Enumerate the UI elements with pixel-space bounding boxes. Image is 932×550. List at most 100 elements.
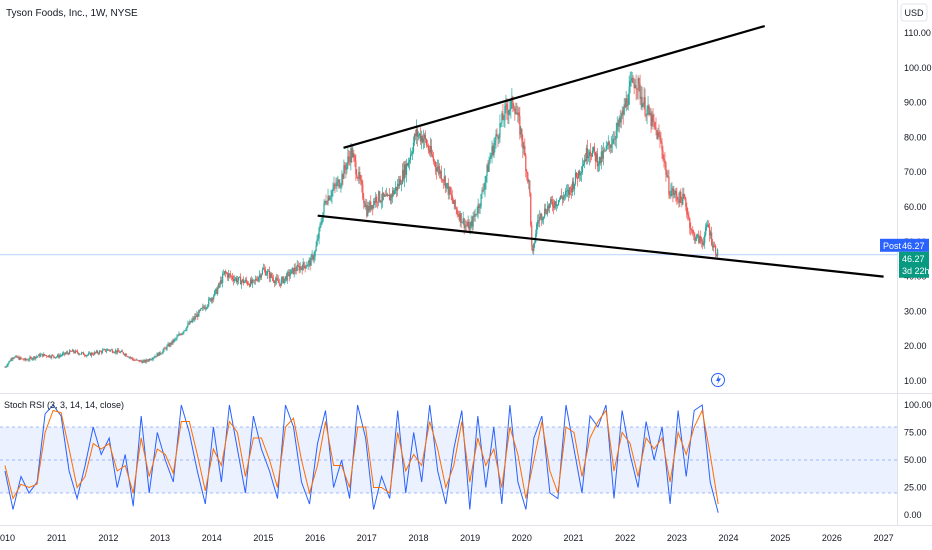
candle-body (599, 156, 601, 164)
candle-body (621, 110, 623, 117)
candle-body (598, 156, 600, 165)
candle-body (262, 268, 265, 270)
candle-body (473, 215, 475, 217)
candle-body (142, 361, 144, 363)
candle-body (329, 197, 331, 201)
candle-body (271, 277, 273, 279)
currency-button[interactable]: USD (900, 3, 928, 22)
candle-body (319, 224, 321, 228)
candle-body (284, 276, 286, 279)
trendlines-group[interactable] (317, 24, 884, 278)
candle-body (512, 96, 514, 108)
candle-body (380, 201, 382, 203)
candle-body (61, 355, 63, 356)
candle-body (48, 355, 50, 357)
candle-body (165, 348, 167, 350)
candle-body (629, 80, 631, 87)
candle-body (492, 146, 494, 155)
stoch-rsi-k-line (4, 404, 719, 513)
candle-body (247, 284, 250, 285)
candle-body (686, 206, 688, 215)
candle-body (641, 96, 643, 107)
candle-body (53, 355, 55, 357)
candle-body (377, 201, 379, 203)
candle-body (494, 140, 496, 146)
candle-body (89, 352, 92, 356)
candle-body (249, 279, 252, 287)
candle-body (553, 206, 555, 208)
candle-body (63, 352, 65, 354)
candle-body (586, 147, 589, 159)
candle-body (171, 340, 173, 345)
candle-body (570, 188, 573, 193)
candle-body (403, 164, 406, 180)
candle-body (88, 352, 91, 354)
candle-body (241, 279, 244, 282)
candle-body (129, 357, 131, 358)
candle-body (470, 221, 472, 226)
time-tick-label: 2016 (305, 533, 325, 543)
candle-body (97, 353, 100, 354)
candle-body (147, 360, 149, 362)
candle-body (177, 335, 179, 337)
candle-body (469, 225, 471, 231)
candle-body (315, 245, 317, 252)
price-tick-label: 60.00 (904, 202, 927, 212)
candle-body (560, 195, 563, 198)
candle-body (389, 195, 391, 201)
candle-body (634, 85, 636, 88)
candle-body (426, 145, 429, 146)
candle-body (692, 230, 694, 234)
candle-body (716, 253, 718, 257)
candle-body (43, 354, 45, 357)
candle-body (324, 200, 326, 204)
candle-body (557, 200, 560, 205)
candle-body (450, 193, 452, 196)
candle-body (383, 192, 385, 197)
candle-body (477, 204, 479, 213)
candle-body (258, 274, 261, 278)
candle-body (18, 357, 20, 360)
time-tick-label: 2019 (460, 533, 480, 543)
candle-body (348, 156, 350, 159)
candle-body (651, 114, 653, 127)
trendline-upper[interactable] (343, 24, 766, 149)
candle-body (680, 191, 682, 199)
candle-body (189, 321, 191, 325)
candle-body (713, 245, 715, 248)
candle-body (289, 273, 291, 277)
candle-body (151, 359, 153, 360)
candle-body (613, 139, 615, 140)
candle-body (668, 176, 670, 195)
trendline-lower[interactable] (317, 214, 884, 278)
candle-body (556, 204, 558, 207)
candle-body (51, 355, 53, 358)
candle-body (86, 354, 89, 356)
candle-body (76, 351, 79, 353)
candle-body (257, 277, 260, 281)
candle-body (517, 112, 519, 115)
candle-body (134, 360, 136, 361)
candle-body (505, 104, 507, 106)
rsi-tick-label: 75.00 (904, 428, 927, 438)
candle-body (11, 358, 13, 360)
candle-body (385, 195, 387, 197)
candle-body (57, 354, 59, 357)
candle-body (362, 184, 364, 199)
candle-body (79, 353, 82, 355)
candle-body (222, 274, 224, 283)
candle-body (352, 153, 354, 158)
price-tick-label: 10.00 (904, 376, 927, 386)
candle-body (361, 180, 363, 185)
candle-body (466, 225, 468, 226)
stoch-rsi-d-line (4, 408, 719, 505)
candle-body (294, 267, 296, 271)
candle-body (412, 142, 415, 152)
candle-body (332, 188, 334, 192)
candle-body (29, 357, 31, 360)
candle-body (253, 279, 256, 281)
candle-body (712, 244, 714, 248)
lightning-icon[interactable] (711, 373, 725, 387)
candle-body (607, 141, 609, 145)
